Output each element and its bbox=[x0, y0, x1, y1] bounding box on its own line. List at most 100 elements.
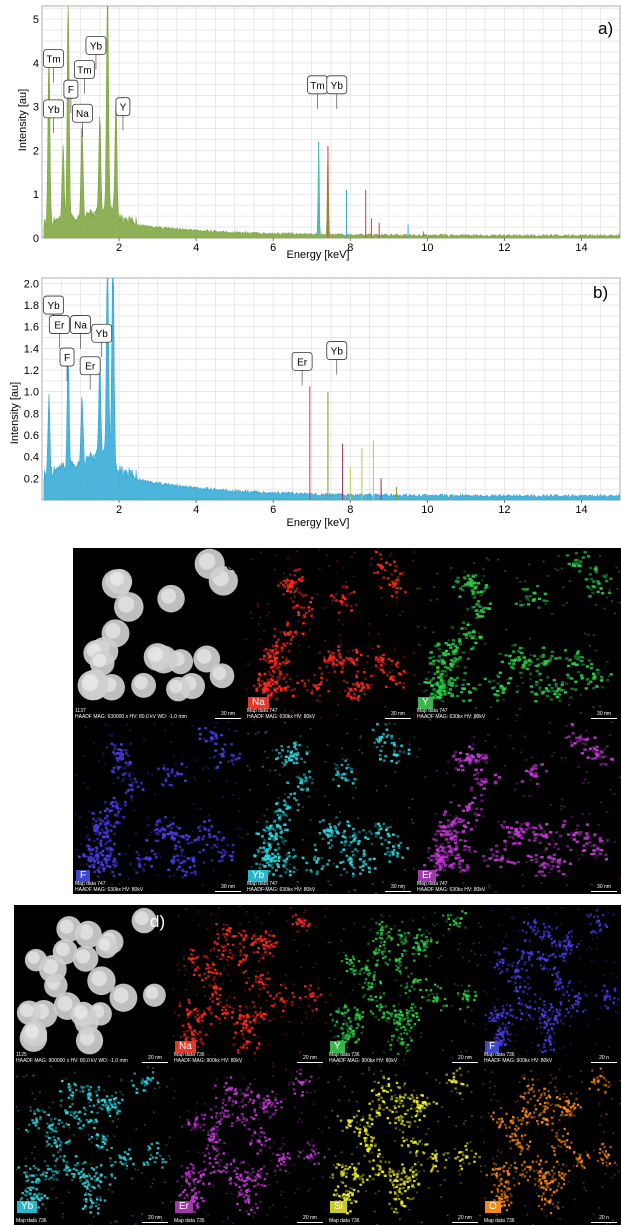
map-pixel bbox=[271, 675, 274, 678]
map-pixel bbox=[405, 950, 408, 953]
map-pixel bbox=[539, 827, 544, 830]
map-pixel bbox=[108, 733, 111, 736]
map-pixel bbox=[405, 935, 408, 938]
map-pixel bbox=[401, 1014, 404, 1017]
map-pixel bbox=[450, 825, 455, 829]
map-pixel bbox=[224, 958, 227, 961]
map-pixel bbox=[462, 632, 466, 636]
map-pixel bbox=[297, 776, 301, 780]
map-pixel bbox=[499, 865, 503, 869]
map-pixel bbox=[254, 1011, 257, 1014]
map-pixel bbox=[384, 723, 388, 726]
map-pixel bbox=[453, 644, 458, 647]
map-pixel bbox=[259, 974, 262, 977]
map-pixel bbox=[224, 948, 228, 952]
map-pixel bbox=[220, 851, 224, 855]
map-pixel bbox=[533, 767, 538, 770]
map-pixel bbox=[259, 638, 262, 641]
map-pixel bbox=[524, 588, 528, 591]
map-pixel bbox=[541, 862, 545, 865]
map-pixel bbox=[226, 943, 230, 946]
map-pixel bbox=[470, 647, 474, 651]
y-axis-label: Intensity [au] bbox=[9, 382, 21, 444]
map-pixel bbox=[273, 829, 277, 832]
map-pixel bbox=[499, 858, 504, 862]
map-pixel bbox=[431, 923, 434, 926]
map-pixel bbox=[443, 651, 447, 654]
map-pixel bbox=[511, 842, 516, 845]
map-pixel bbox=[458, 865, 462, 869]
map-pixel bbox=[386, 832, 390, 836]
map-pixel bbox=[375, 1004, 379, 1008]
map-pixel bbox=[101, 863, 105, 867]
map-pixel bbox=[432, 688, 436, 691]
map-pixel bbox=[274, 945, 277, 948]
map-pixel bbox=[261, 688, 265, 692]
map-pixel bbox=[342, 831, 346, 835]
map-pixel bbox=[480, 780, 484, 783]
map-pixel bbox=[439, 856, 443, 859]
map-pixel bbox=[323, 639, 327, 642]
map-pixel bbox=[441, 659, 445, 663]
map-pixel bbox=[364, 836, 367, 839]
map-pixel bbox=[462, 992, 466, 996]
map-pixel bbox=[330, 656, 334, 659]
scale-bar-label: 30 nm bbox=[391, 884, 405, 890]
map-pixel bbox=[454, 767, 458, 770]
map-pixel bbox=[527, 563, 531, 566]
map-pixel bbox=[339, 662, 343, 665]
map-pixel bbox=[545, 659, 549, 663]
map-pixel bbox=[525, 661, 529, 663]
map-pixel bbox=[418, 643, 421, 646]
map-pixel bbox=[343, 1014, 346, 1017]
map-pixel bbox=[204, 994, 207, 997]
map-pixel bbox=[454, 580, 458, 583]
map-pixel bbox=[286, 760, 289, 763]
map-pixel bbox=[368, 987, 371, 990]
map-pixel bbox=[427, 994, 431, 997]
map-pixel bbox=[476, 964, 479, 967]
map-pixel bbox=[539, 935, 542, 939]
map-pixel bbox=[181, 871, 184, 873]
map-pixel bbox=[283, 644, 287, 647]
map-pixel bbox=[198, 829, 202, 832]
map-pixel bbox=[463, 848, 467, 851]
map-pixel bbox=[531, 826, 535, 829]
map-pixel bbox=[432, 854, 437, 858]
map-pixel bbox=[230, 753, 234, 757]
map-pixel bbox=[114, 822, 118, 825]
map-pixel bbox=[213, 976, 216, 979]
map-pixel bbox=[116, 811, 120, 814]
map-pixel bbox=[461, 910, 464, 913]
map-pixel bbox=[278, 676, 282, 680]
map-pixel bbox=[267, 829, 271, 832]
map-pixel bbox=[606, 661, 609, 663]
map-pixel bbox=[216, 942, 219, 945]
map-pixel bbox=[459, 1008, 462, 1011]
map-pixel bbox=[367, 981, 371, 985]
map-pixel bbox=[505, 628, 508, 631]
map-pixel bbox=[433, 696, 438, 700]
map-pixel bbox=[458, 642, 463, 646]
map-pixel bbox=[462, 849, 466, 851]
map-pixel bbox=[183, 964, 186, 968]
map-pixel bbox=[309, 728, 312, 730]
map-pixel bbox=[284, 793, 287, 795]
map-pixel bbox=[386, 826, 389, 830]
map-pixel bbox=[374, 1015, 378, 1018]
map-pixel bbox=[443, 670, 447, 673]
map-pixel bbox=[258, 987, 262, 991]
map-pixel bbox=[598, 754, 602, 757]
map-pixel bbox=[401, 572, 405, 575]
map-pixel bbox=[520, 967, 523, 970]
map-pixel bbox=[540, 870, 544, 873]
map-pixel bbox=[398, 970, 402, 973]
map-pixel bbox=[533, 918, 537, 921]
map-pixel bbox=[286, 749, 290, 753]
map-pixel bbox=[215, 955, 219, 958]
map-pixel bbox=[172, 873, 175, 876]
map-pixel bbox=[278, 875, 281, 877]
map-pixel bbox=[327, 650, 331, 653]
map-pixel bbox=[87, 858, 91, 861]
map-pixel bbox=[190, 841, 194, 844]
